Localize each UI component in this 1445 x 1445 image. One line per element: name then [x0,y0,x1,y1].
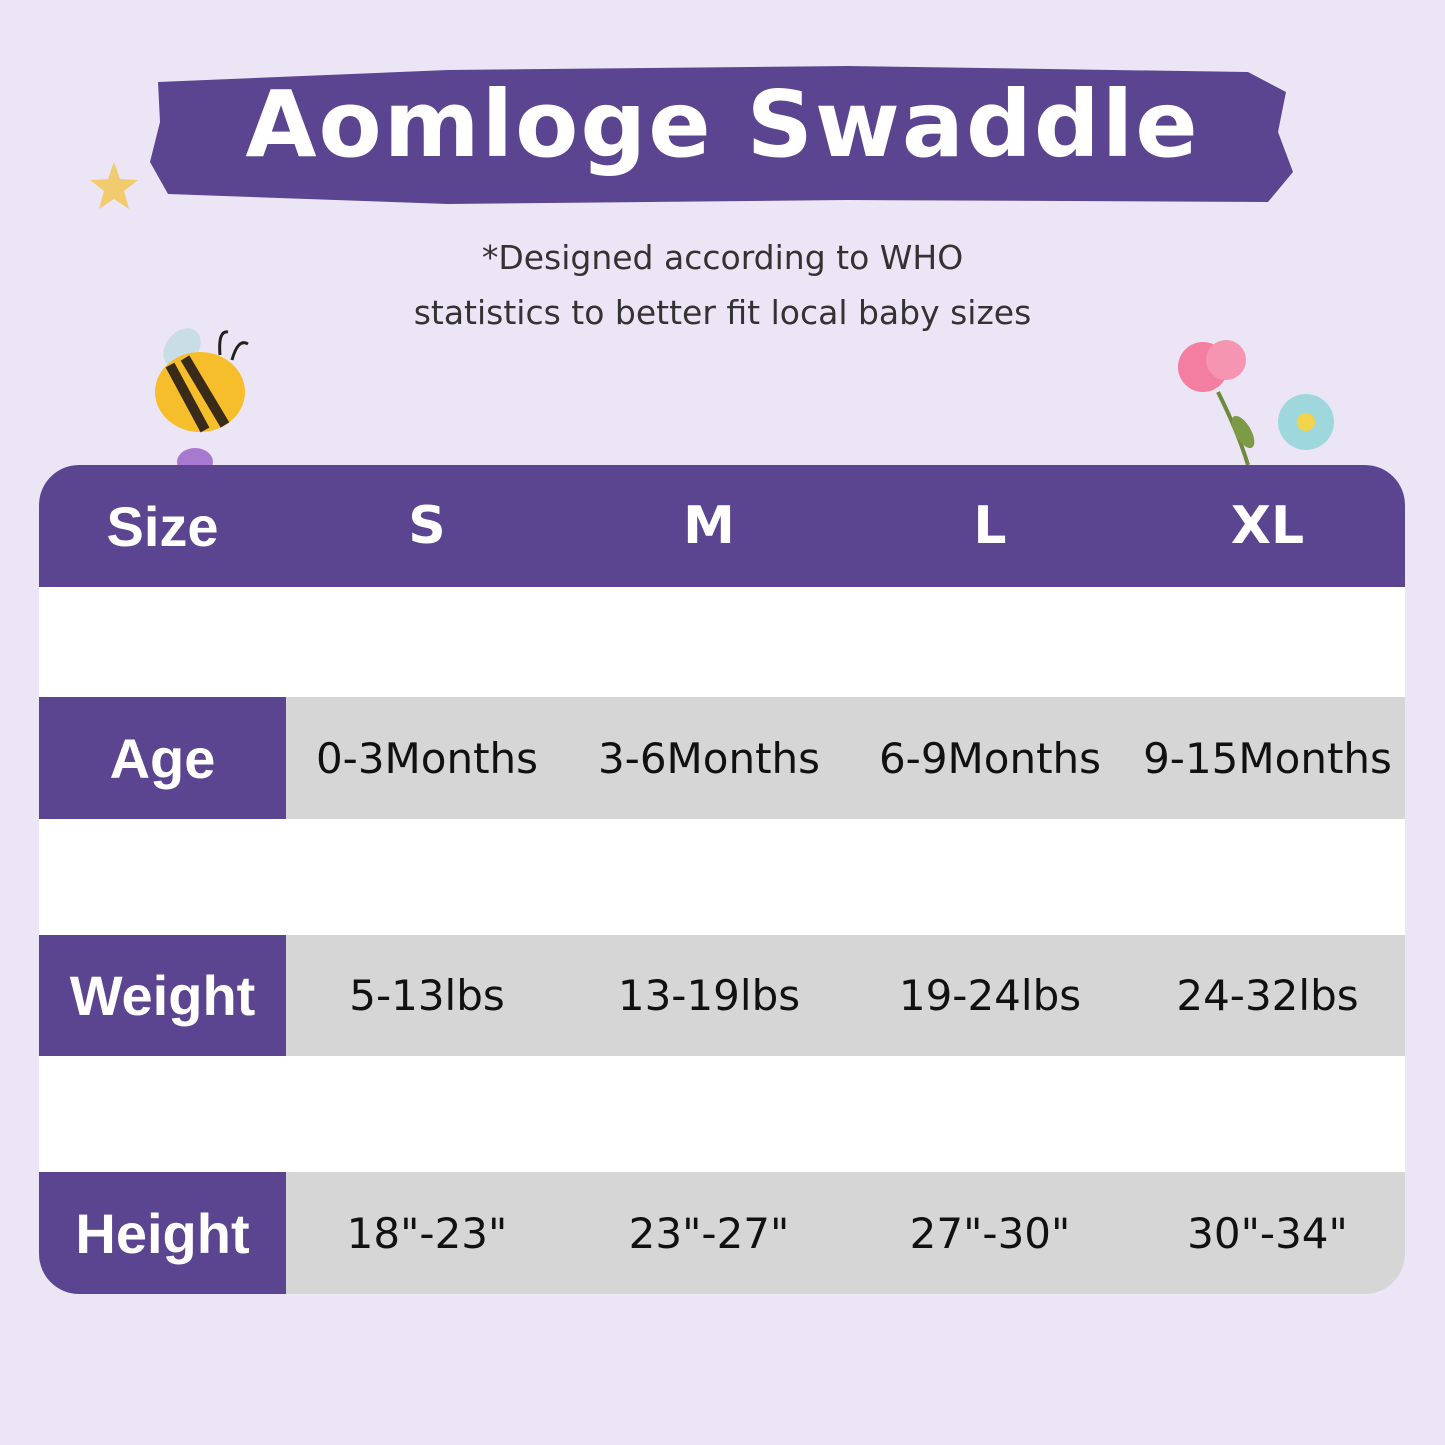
size-chart-table: Size S M L XL Age 0-3Months 3-6Months 6-… [39,465,1405,1294]
age-xl: 9-15Months [1143,733,1392,783]
size-s: S [408,496,446,556]
row-label-height: Height [39,1172,286,1294]
age-s: 0-3Months [315,733,539,783]
size-l: L [973,496,1007,556]
height-xl: 30"-34" [1187,1208,1348,1258]
size-xl: XL [1230,496,1305,556]
star-icon [90,162,138,209]
title-brush-banner [150,66,1293,204]
bee-icon [155,328,249,476]
table-row-weight: Weight 5-13lbs 13-19lbs 19-24lbs 24-32lb… [39,935,1405,1056]
weight-m: 13-19lbs [617,971,801,1020]
table-row-age: Age 0-3Months 3-6Months 6-9Months 9-15Mo… [39,697,1405,819]
age-m: 3-6Months [597,733,821,783]
age-l: 6-9Months [878,733,1102,783]
weight-l: 19-24lbs [898,971,1082,1020]
page-title: Aomloge Swaddle [245,71,1200,178]
weight-xl: 24-32lbs [1176,971,1359,1020]
size-m: M [683,496,735,556]
header-row: Size S M L XL [39,465,1405,587]
flower-icon [1178,340,1334,466]
subtitle-line-1: *Designed according to WHO [481,238,964,277]
height-l: 27"-30" [909,1208,1071,1258]
height-m: 23"-27" [628,1208,790,1258]
weight-s: 5-13lbs [349,971,505,1020]
row-label-weight: Weight [39,935,286,1056]
subtitle-line-2: statistics to better fit local baby size… [413,293,1032,332]
height-s: 18"-23" [346,1208,508,1258]
size-header-label: Size [106,494,219,558]
table-row-height: Height 18"-23" 23"-27" 27"-30" 30"-34" [39,1172,1405,1294]
row-label-age: Age [39,697,286,819]
